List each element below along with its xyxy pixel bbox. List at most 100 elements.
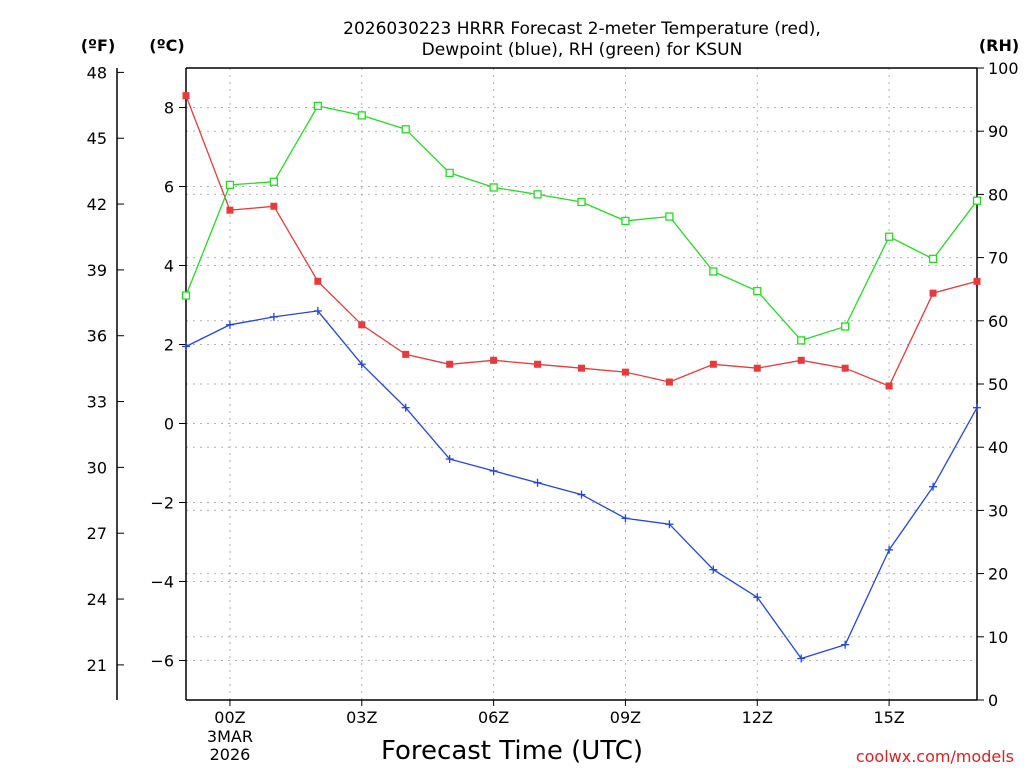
- x-tick-date-label: 3MAR: [207, 727, 253, 746]
- rh-unit-label: (RH): [979, 36, 1019, 55]
- x-tick-label-03Z: 03Z: [346, 708, 377, 727]
- dewpoint-point-13: [797, 654, 806, 663]
- dewpoint-point--1: [182, 342, 190, 351]
- c-tick-label--6: −6: [150, 652, 174, 671]
- rh-point-1: [269, 177, 279, 186]
- temperature-series: [182, 92, 981, 390]
- f-tick-label-48: 48: [87, 63, 107, 82]
- dewpoint-line: [185, 310, 978, 660]
- x-tick-label-09Z: 09Z: [610, 708, 641, 727]
- f-tick-label-36: 36: [87, 327, 107, 346]
- rh-tick-label-40: 40: [988, 438, 1008, 457]
- dewpoint-point-14: [841, 640, 850, 649]
- dewpoint-point-5: [445, 455, 454, 464]
- x-tick-year-label: 2026: [210, 745, 251, 764]
- temperature-point-12: [753, 364, 761, 372]
- temperature-line: [185, 95, 978, 387]
- rh-point-8: [577, 197, 586, 207]
- temperature-point-13: [797, 356, 805, 364]
- rh-tick-label-70: 70: [988, 249, 1008, 268]
- rh-series: [181, 101, 982, 345]
- rh-point-10: [665, 212, 674, 221]
- rh-point-7: [533, 190, 542, 199]
- data-series: [181, 92, 982, 663]
- c-tick-label-2: 2: [164, 336, 174, 355]
- rh-point-17: [972, 196, 982, 205]
- temperature-point-5: [446, 360, 454, 368]
- rh-point--1: [181, 291, 191, 300]
- rh-tick-label-30: 30: [988, 501, 1008, 520]
- f-tick-label-33: 33: [87, 393, 107, 412]
- rh-tick-label-20: 20: [988, 565, 1008, 584]
- temperature-point-6: [490, 356, 498, 364]
- c-tick-label-4: 4: [164, 257, 174, 276]
- rh-tick-label-100: 100: [988, 59, 1019, 78]
- f-tick-label-39: 39: [87, 261, 107, 280]
- c-tick-label-6: 6: [164, 178, 174, 197]
- rh-tick-label-0: 0: [988, 691, 998, 710]
- rh-point-16: [928, 254, 938, 264]
- rh-tick-label-90: 90: [988, 122, 1008, 141]
- credit-label: coolwx.com/models: [856, 747, 1014, 766]
- dewpoint-point-8: [577, 490, 586, 499]
- dewpoint-point-9: [621, 514, 630, 523]
- temperature-point-8: [578, 364, 585, 372]
- dewpoint-point-2: [313, 306, 322, 315]
- dewpoint-point-10: [665, 520, 674, 529]
- dewpoint-point-3: [357, 360, 366, 369]
- chart-title-line2: Dewpoint (blue), RH (green) for KSUN: [422, 40, 743, 60]
- grid-lines: [186, 67, 977, 701]
- dewpoint-series: [182, 306, 981, 663]
- x-tick-label-06Z: 06Z: [478, 708, 509, 727]
- temperature-point-16: [929, 289, 937, 297]
- dewpoint-point-12: [753, 593, 762, 602]
- axes: [116, 67, 984, 706]
- c-tick-label-8: 8: [164, 99, 174, 118]
- temperature-point-7: [534, 360, 542, 368]
- rh-point-0: [225, 180, 235, 190]
- x-tick-label-15Z: 15Z: [873, 708, 904, 727]
- chart-title-line1: 2026030223 HRRR Forecast 2-meter Tempera…: [343, 19, 821, 39]
- c-tick-label-0: 0: [164, 415, 174, 434]
- rh-line: [185, 105, 978, 342]
- temperature-point-10: [665, 378, 673, 386]
- temperature-point-4: [402, 350, 410, 358]
- temperature-point-9: [621, 368, 629, 376]
- f-tick-label-24: 24: [87, 590, 107, 609]
- temperature-point-2: [314, 277, 322, 285]
- c-tick-label--4: −4: [150, 573, 174, 592]
- rh-point-14: [841, 322, 850, 331]
- dewpoint-point-17: [973, 403, 981, 412]
- rh-tick-label-10: 10: [988, 628, 1008, 647]
- rh-point-5: [445, 168, 454, 178]
- x-tick-label-00Z: 00Z: [214, 708, 245, 727]
- rh-point-6: [489, 183, 498, 192]
- temperature-point-15: [885, 382, 893, 390]
- rh-point-15: [884, 232, 894, 241]
- c-tick-label--2: −2: [150, 494, 174, 513]
- dewpoint-point-7: [533, 478, 542, 487]
- dewpoint-point-11: [709, 565, 718, 574]
- rh-tick-label-60: 60: [988, 312, 1008, 331]
- dewpoint-point-6: [489, 466, 498, 475]
- rh-point-4: [401, 125, 410, 134]
- f-tick-label-45: 45: [87, 129, 107, 148]
- dewpoint-point-1: [269, 312, 278, 321]
- rh-point-9: [621, 216, 630, 226]
- rh-point-12: [753, 286, 762, 296]
- dewpoint-point-15: [885, 545, 894, 554]
- x-axis-label: Forecast Time (UTC): [381, 736, 643, 766]
- rh-point-3: [357, 111, 366, 120]
- temperature-point-0: [226, 206, 234, 214]
- f-tick-label-42: 42: [87, 195, 107, 214]
- temperature-point-17: [973, 277, 981, 285]
- rh-point-13: [797, 336, 806, 345]
- celsius-unit-label: (ºC): [149, 36, 184, 55]
- f-tick-label-30: 30: [87, 458, 107, 477]
- dewpoint-point-0: [225, 320, 234, 329]
- temperature-point--1: [182, 92, 190, 100]
- rh-tick-label-50: 50: [988, 375, 1008, 394]
- rh-point-2: [313, 101, 322, 111]
